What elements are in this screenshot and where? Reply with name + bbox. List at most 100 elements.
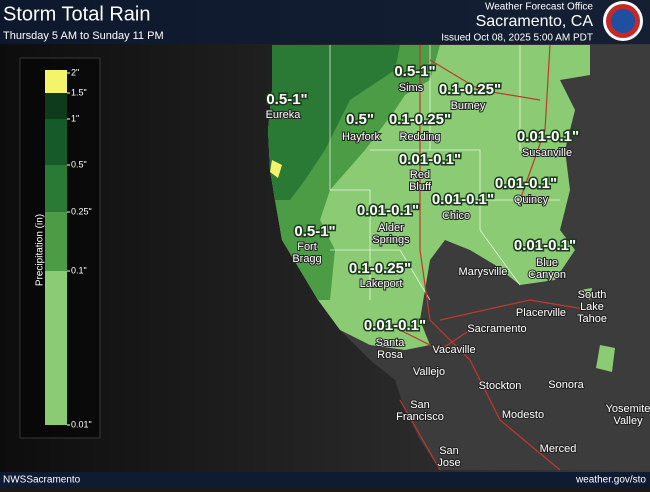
city-line: San [439,445,459,457]
legend-label: 2" [71,67,79,77]
city-label: Hayfork [342,131,380,143]
city-line: Valley [613,415,643,427]
rain-amount: 0.1-0.25" [349,260,411,277]
city-line: Lake [580,301,604,313]
city-line: Sonora [548,379,584,391]
city-line: Bluff [409,181,432,193]
city-label: Merced [540,443,577,455]
rain-amount: 0.5-1" [394,63,435,80]
city-line: Yosemite [606,403,650,415]
city-line: Susanville [522,147,572,159]
city-line: Blue [536,257,558,269]
city-line: San [410,399,430,411]
city-label: Burney [451,100,486,112]
city-label: Santa Rosa [376,337,406,361]
city-label: Quincy [514,194,549,206]
city-label: Vallejo [413,366,445,378]
city-line: Rosa [377,349,404,361]
county-lines [329,45,570,301]
legend-title: Precipitation (in) [35,214,46,286]
city-label: Vacaville [432,344,475,356]
city-line: Chico [442,210,470,222]
city-label: Sims [399,82,424,94]
city-line: Redding [400,131,441,143]
city-line: Sims [399,82,424,94]
footer-bar [0,472,650,487]
city-label: Marysville [459,266,508,278]
city-label: Stockton [479,380,522,392]
legend-swatch [45,212,67,271]
legend-swatch [45,70,67,93]
city-label: San Francisco [396,399,444,423]
city-line: Santa [376,337,406,349]
rain-amount: 0.01-0.1" [517,128,579,145]
city-line: Placerville [516,307,566,319]
city-line: South [578,289,607,301]
rain-amount: 0.5-1" [294,223,335,240]
city-label: Yosemite Valley [606,403,650,427]
city-label: Chico [442,210,470,222]
city-line: Jose [437,457,460,469]
city-line: Red [410,169,430,181]
city-line: Lakeport [360,278,403,290]
city-label: Sonora [548,379,584,391]
city-label: Fort Bragg [292,241,321,265]
city-line: Francisco [396,411,444,423]
city-line: Fort [297,241,317,253]
city-label: Eureka [266,109,302,121]
title: Storm Total Rain [3,3,150,25]
nws-logo [603,1,643,41]
city-label: Redding [400,131,441,143]
city-label: San Jose [437,445,460,469]
rain-light-sierra [580,288,615,372]
city-line: Springs [372,234,410,246]
city-line: Alder [378,222,404,234]
legend-label: 1" [71,113,79,123]
city-label: South Lake Tahoe [577,289,607,325]
legend-label: 0.5" [71,159,87,169]
legend-swatch [45,271,67,425]
city-line: Vallejo [413,366,445,378]
rain-amount: 0.01-0.1" [357,202,419,219]
city-label: Lakeport [360,278,403,290]
rain-amount: 0.1-0.25" [439,81,501,98]
legend-label: 0.1" [71,265,87,275]
rain-amount: 0.01-0.1" [514,237,576,254]
highways [379,44,591,471]
city-line: Modesto [502,409,544,421]
rain-amount: 0.01-0.1" [364,317,426,334]
footer-right: weather.gov/sto [575,475,646,486]
location: Sacramento, CA [476,13,594,30]
city-line: Vacaville [432,344,475,356]
legend-label: 1.5" [71,87,87,97]
city-line: Marysville [459,266,508,278]
legend-label: 0.25" [71,206,92,216]
legend-swatch [45,119,67,165]
city-line: Eureka [266,109,302,121]
footer-left: NWSSacramento [3,475,81,486]
header-bar [0,0,650,44]
city-line: Burney [451,100,486,112]
rain-amount: 0.01-0.1" [399,151,461,168]
subtitle: Thursday 5 AM to Sunday 11 PM [3,30,164,42]
city-line: Merced [540,443,577,455]
city-line: Quincy [514,194,549,206]
city-label: Placerville [516,307,566,319]
city-label: Red Bluff [409,169,432,193]
legend-swatch [45,165,67,212]
city-line: Stockton [479,380,522,392]
office: Weather Forecast Office [485,2,593,13]
city-line: Sacramento [467,323,526,335]
city-label: Modesto [502,409,544,421]
city-label: Sacramento [467,323,526,335]
city-label: Alder Springs [372,222,410,246]
rain-max [270,160,282,178]
legend-swatch [45,93,67,119]
city-line: Bragg [292,253,321,265]
rain-amount: 0.5" [346,111,374,128]
city-label: Blue Canyon [528,257,566,281]
city-line: Hayfork [342,131,380,143]
rain-amount: 0.1-0.25" [389,111,451,128]
city-line: Canyon [528,269,566,281]
